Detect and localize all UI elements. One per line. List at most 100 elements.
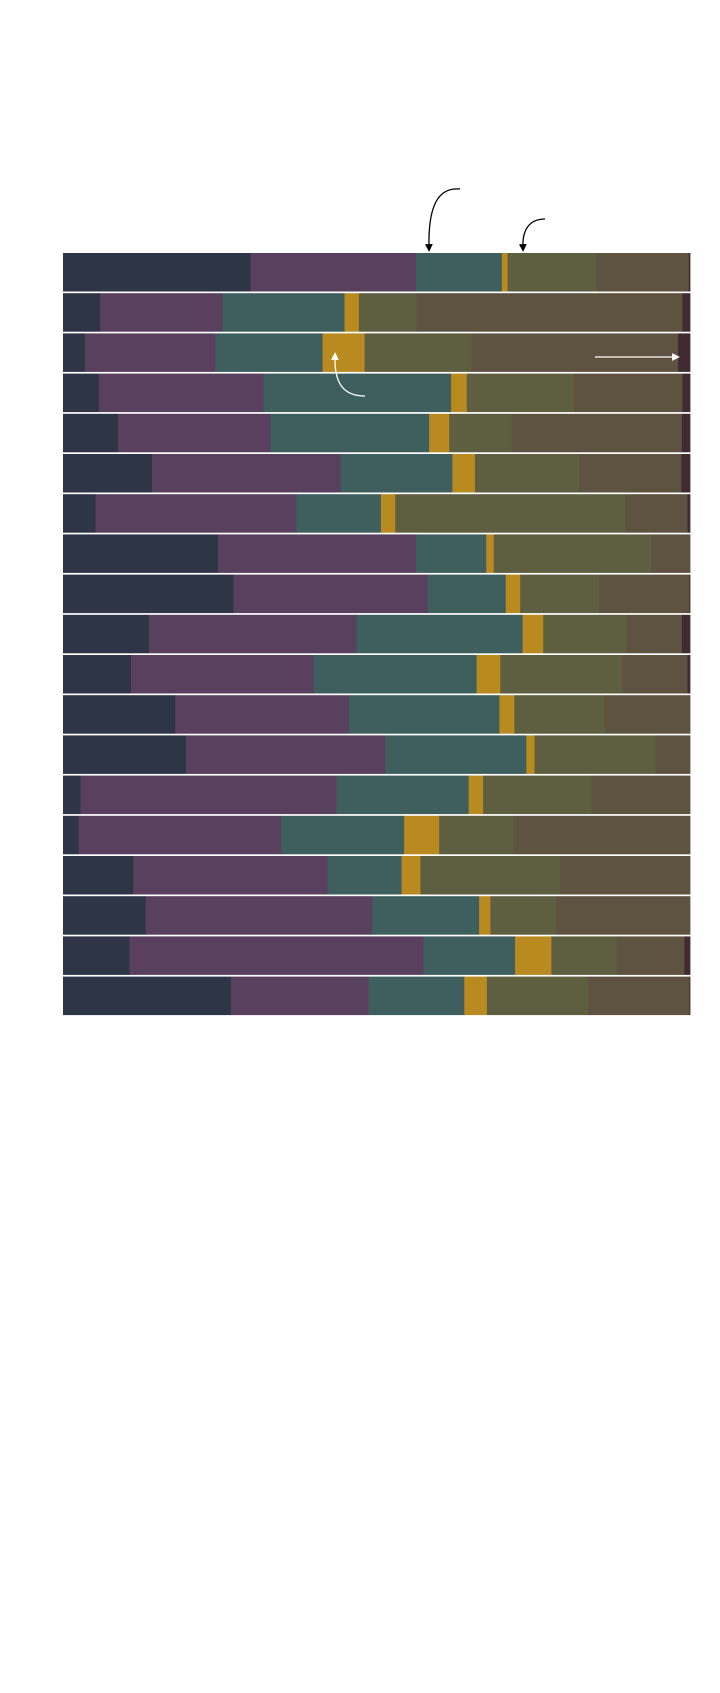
bar-segment <box>681 454 691 493</box>
bar-segment <box>80 775 337 815</box>
bar-segment <box>551 936 618 975</box>
bar-row <box>63 494 691 533</box>
bar-segment <box>499 695 515 734</box>
bar-segment <box>471 333 679 372</box>
bar-segment <box>63 976 232 1016</box>
bar-segment <box>63 936 130 975</box>
bar-segment <box>439 815 514 855</box>
bar-segment <box>556 896 691 935</box>
bar-segment <box>688 253 691 292</box>
bar-row <box>63 534 691 573</box>
bar-segment <box>616 936 685 975</box>
bar-segment <box>395 494 626 533</box>
bar-segment <box>364 333 473 372</box>
bar-segment <box>296 494 382 533</box>
bar-segment <box>145 896 373 935</box>
bar-segment <box>420 856 561 895</box>
bar-row <box>63 655 691 694</box>
bar-row <box>63 896 691 935</box>
bar-segment <box>131 655 315 694</box>
bar-segment <box>689 574 691 614</box>
bar-segment <box>520 574 600 614</box>
bar-segment <box>185 735 386 774</box>
bar-segment <box>340 454 453 493</box>
bar-segment <box>78 815 282 855</box>
bar-segment <box>486 976 589 1016</box>
bar-segment <box>560 856 691 895</box>
bar-segment <box>356 614 523 654</box>
bars-layer <box>63 253 691 1016</box>
bar-segment <box>368 976 465 1016</box>
bar-segment <box>263 373 452 413</box>
bar-segment <box>579 454 682 493</box>
bar-segment <box>63 695 176 734</box>
bar-segment <box>522 614 544 654</box>
bar-segment <box>678 333 691 372</box>
bar-row <box>63 815 691 855</box>
bar-segment <box>358 293 418 332</box>
annotation-arrow <box>425 188 461 252</box>
bar-segment <box>514 695 606 734</box>
bar-row <box>63 454 691 493</box>
bar-segment <box>281 815 405 855</box>
bar-segment <box>133 856 328 895</box>
bar-segment <box>148 614 357 654</box>
bar-row <box>63 413 691 453</box>
bar-segment <box>84 333 216 372</box>
bar-row <box>63 976 691 1016</box>
bar-segment <box>655 735 691 774</box>
bar-segment <box>416 293 683 332</box>
bar-segment <box>416 253 503 292</box>
bar-segment <box>479 896 491 935</box>
bar-segment <box>466 373 575 413</box>
bar-segment <box>596 253 690 292</box>
bar-segment <box>401 856 421 895</box>
bar-segment <box>599 574 690 614</box>
bar-segment <box>507 253 597 292</box>
bar-segment <box>651 534 691 573</box>
bar-segment <box>604 695 691 734</box>
bar-segment <box>689 976 691 1016</box>
bar-segment <box>380 494 396 533</box>
bar-segment <box>63 574 234 614</box>
bar-segment <box>464 976 488 1016</box>
bar-segment <box>63 413 119 453</box>
bar-segment <box>429 413 450 453</box>
bar-segment <box>63 896 146 935</box>
bar-segment <box>511 413 683 453</box>
bar-segment <box>404 815 440 855</box>
bar-segment <box>98 373 265 413</box>
bar-segment <box>505 574 521 614</box>
bar-segment <box>476 655 501 694</box>
bar-row <box>63 695 691 734</box>
bar-segment <box>385 735 527 774</box>
bar-segment <box>591 775 691 815</box>
bar-segment <box>452 454 476 493</box>
bar-row <box>63 293 691 332</box>
bar-segment <box>348 695 500 734</box>
annotation-arrow <box>330 352 366 397</box>
bar-segment <box>427 574 507 614</box>
bar-segment <box>63 454 153 493</box>
bar-segment <box>372 896 480 935</box>
bar-segment <box>490 896 557 935</box>
bar-segment <box>63 735 187 774</box>
bar-segment <box>687 494 691 533</box>
bar-segment <box>222 293 345 332</box>
bar-segment <box>63 534 219 573</box>
bar-segment <box>423 936 516 975</box>
bar-segment <box>322 333 365 372</box>
bar-row <box>63 253 691 292</box>
bar-segment <box>63 373 100 413</box>
bar-segment <box>99 293 224 332</box>
bar-segment <box>468 775 484 815</box>
bar-segment <box>681 413 691 453</box>
bar-segment <box>574 373 683 413</box>
bar-segment <box>63 333 86 372</box>
bar-segment <box>129 936 424 975</box>
bar-segment <box>543 614 628 654</box>
bar-segment <box>95 494 297 533</box>
bar-segment <box>682 373 691 413</box>
bar-segment <box>515 936 552 975</box>
